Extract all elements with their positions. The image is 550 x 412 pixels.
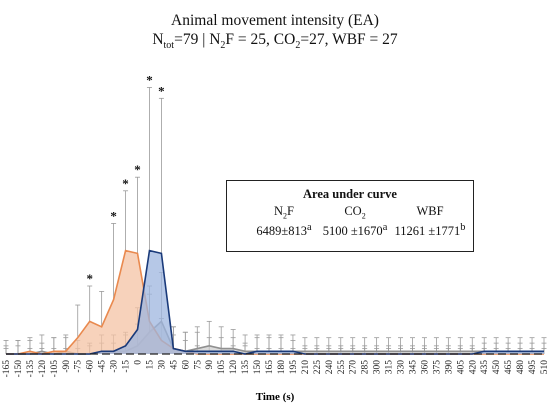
area-n2f [6,250,544,354]
x-tick-label: 15 [145,360,155,370]
chart-subtitle: Ntot=79 | N2F = 25, CO2=27, WBF = 27 [0,31,550,51]
x-tick-label: 390 [444,360,454,375]
significance-marker: * [86,271,93,286]
co2-sub: 2 [295,40,301,52]
auc-col-n2f-label: N2F [239,204,329,221]
significance-marker: * [110,208,117,223]
x-tick-label: -165 [2,360,12,378]
x-tick-label: 255 [337,360,347,375]
x-tick-label: 510 [540,360,550,375]
x-tick-label: -120 [38,360,48,378]
x-tick-label: 210 [301,360,311,375]
x-tick-label: 30 [157,360,167,370]
x-tick-label: -90 [62,360,72,373]
x-tick-label: 375 [432,360,442,375]
auc-n2f-label-main: N [274,204,284,218]
x-tick-label: 315 [385,360,395,375]
auc-wbf-value: 11261 ±1771b [380,222,480,239]
auc-co2-value: 5100 ±1670a [305,222,405,239]
area-co2 [6,250,544,354]
x-tick-label: 300 [373,360,383,375]
x-tick-label: 165 [265,360,275,375]
x-tick-label: -135 [26,360,36,378]
x-tick-label: 345 [408,360,418,375]
auc-co2-label-sub: 2 [361,211,366,221]
x-tick-label: -15 [122,360,132,373]
x-tick-label: 225 [313,360,323,375]
x-axis-title: Time (s) [255,391,295,403]
auc-col-co2-label: CO2 [310,204,400,221]
x-tick-label: 90 [205,360,215,370]
x-tick-label: -60 [86,360,96,373]
co2-value: =27, [300,31,329,48]
n2f-sub: 2 [220,40,226,52]
auc-inset-box: Area under curve N2F CO2 WBF 6489±813a 5… [226,180,474,252]
x-tick-label: -30 [110,360,120,373]
auc-co2-value-sup: a [382,222,388,233]
x-tick-label: 360 [420,360,430,375]
x-tick-label: 330 [397,360,407,375]
significance-marker: * [134,162,141,177]
x-tick-label: -150 [14,360,24,378]
auc-co2-value-text: 5100 ±1670 [322,224,383,239]
significance-marker: * [158,83,165,98]
chart-title: Animal movement intensity (EA) [171,12,379,29]
x-tick-label: 420 [468,360,478,375]
significance-marker: * [146,72,153,87]
n-tot-value: =79 [174,31,199,48]
x-tick-label: 60 [181,360,191,370]
auc-n2f-label-rest: F [287,204,294,218]
n2f-value: F = 25, [225,31,270,48]
x-tick-label: 495 [528,360,538,375]
x-tick-label: 135 [241,360,251,375]
x-tick-label: -105 [50,360,60,378]
n-tot-sub: tot [163,40,175,52]
auc-n2f-label-sub: 2 [283,211,288,221]
auc-title: Area under curve [303,187,397,201]
auc-wbf-value-text: 11261 ±1771 [394,224,461,239]
wbf-text: WBF = 27 [332,31,398,48]
x-tick-label: 480 [516,360,526,375]
x-tick-label: 180 [277,360,287,375]
x-tick-label: 270 [349,360,359,375]
auc-co2-label-main: CO [344,204,362,218]
n-tot-label: N [152,31,164,48]
x-tick-label: 405 [456,360,466,375]
auc-n2f-value-text: 6489±813 [256,224,307,239]
auc-n2f-value-sup: a [307,222,312,233]
x-tick-label: 285 [361,360,371,375]
subtitle-separator: | [202,31,206,48]
auc-wbf-label-main: WBF [416,204,444,218]
x-tick-label: 45 [169,360,179,370]
x-tick-label: 105 [217,360,227,375]
x-tick-label: 465 [504,360,514,375]
n2f-label: N [209,31,221,48]
x-tick-label: 150 [253,360,263,375]
co2-label: CO [273,31,296,48]
x-tick-label: 435 [480,360,490,375]
significance-marker: * [122,176,129,191]
auc-n2f-value: 6489±813a [234,222,334,239]
x-tick-label: -75 [74,360,84,373]
auc-wbf-value-sup: b [460,222,466,233]
x-tick-label: 120 [229,360,239,375]
auc-col-wbf-label: WBF [385,204,475,219]
x-tick-label: 195 [289,360,299,375]
x-tick-label: 75 [193,360,203,370]
x-tick-label: 450 [492,360,502,375]
x-tick-label: 240 [325,360,335,375]
x-tick-label: -45 [98,360,108,373]
x-tick-label: 0 [134,360,144,365]
